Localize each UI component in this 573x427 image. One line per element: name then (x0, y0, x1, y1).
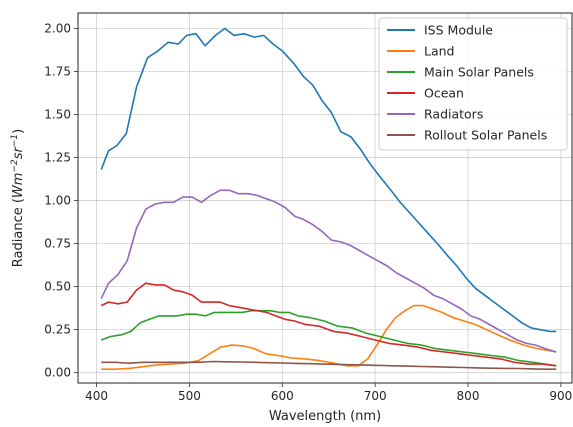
x-tick-label: 700 (364, 389, 387, 403)
x-tick-label: 400 (85, 389, 108, 403)
y-tick-label: 0.00 (44, 366, 71, 380)
legend-label: Main Solar Panels (424, 65, 534, 80)
y-axis-label-part: Radiance ( (11, 198, 26, 267)
legend-label: Rollout Solar Panels (424, 128, 547, 143)
y-axis-label: Radiance (Wm−2sr−1) (10, 129, 26, 267)
y-tick-label: 0.50 (44, 280, 71, 294)
x-tick-label: 600 (271, 389, 294, 403)
y-axis-label-exponent: −2 (10, 159, 20, 173)
axis-ticks: 400 500 600 700 800 900 0.00 0.25 0.50 0.75 1.00 1.… (44, 21, 572, 403)
series-lines (100, 27, 557, 371)
y-tick-label: 0.25 (44, 323, 71, 337)
y-tick-label: 1.00 (44, 194, 71, 208)
y-axis-label-unit: Wm (11, 173, 26, 199)
y-tick-label: 0.75 (44, 237, 71, 251)
series-line-radiators (100, 189, 557, 353)
series-line-ocean (100, 282, 557, 367)
legend-label: Land (424, 44, 454, 59)
x-tick-label: 900 (549, 389, 572, 403)
y-axis-label-unit: sr (11, 145, 26, 159)
y-tick-label: 1.50 (44, 108, 71, 122)
legend-label: Ocean (424, 86, 464, 101)
y-tick-label: 1.25 (44, 151, 71, 165)
series-line-rollout-solar-panels (101, 360, 557, 371)
legend-label: Radiators (424, 107, 483, 122)
y-tick-label: 1.75 (44, 65, 71, 79)
series-line-iss-module (100, 27, 557, 333)
plot-frame (77, 12, 573, 384)
x-tick-label: 800 (457, 389, 480, 403)
series-line-main-solar-panels (100, 309, 557, 367)
x-axis-label: Wavelength (nm) (269, 409, 381, 424)
y-tick-label: 2.00 (44, 21, 71, 35)
x-tick-label: 500 (178, 389, 201, 403)
y-axis-label-part: ) (11, 129, 26, 134)
legend: ISS Module Land Main Solar Panels Ocean Radi… (378, 17, 568, 151)
legend-label: ISS Module (424, 23, 493, 38)
legend-box (378, 17, 568, 151)
y-axis-label-exponent: −1 (10, 134, 20, 147)
